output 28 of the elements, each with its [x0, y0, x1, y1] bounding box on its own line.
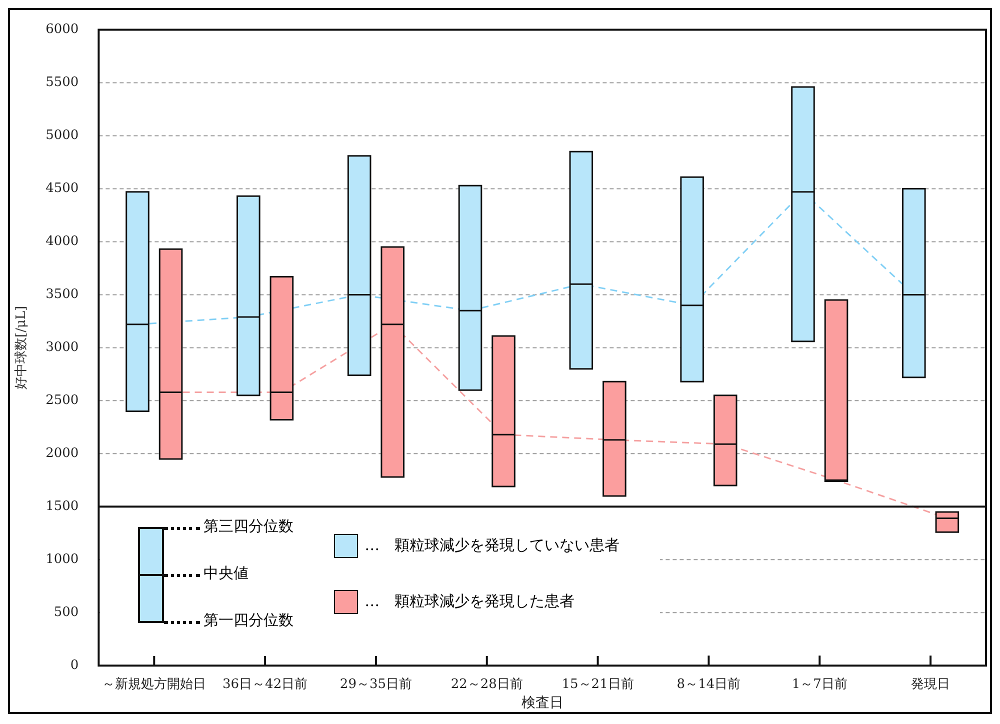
x-tick-label: ～新規処方開始日 [102, 676, 206, 692]
annotation: 中央値 [204, 564, 249, 583]
y-tick-label: 2000 [46, 446, 79, 462]
y-tick-label: 4000 [46, 234, 79, 250]
x-tick-label: 22～28日前 [450, 676, 523, 692]
y-tick-label: 500 [54, 604, 79, 620]
y-tick-label: 4500 [46, 181, 79, 196]
y-tick-label: 2500 [46, 393, 79, 408]
x-tick-label: 1～7日前 [792, 676, 848, 692]
y-tick-label: 6000 [46, 22, 79, 38]
y-tick-label: 1500 [46, 499, 79, 514]
x-tick-label: 発現日 [911, 676, 950, 692]
y-tick-label: 1000 [46, 552, 79, 568]
x-tick-label: 29～35日前 [340, 676, 412, 692]
x-tick-label: 8～14日前 [676, 676, 741, 692]
legend-label: … 顆粒球減少を発現した患者 [364, 592, 575, 612]
x-tick-label: 36日～42日前 [222, 676, 308, 692]
x-tick-label: 15～21日前 [562, 676, 634, 692]
y-tick-label: 5500 [46, 75, 79, 90]
y-tick-label: 0 [70, 658, 79, 673]
annotation: 第三四分位数 [204, 516, 294, 536]
x-axis-title: 検査日 [521, 695, 564, 712]
y-tick-label: 3500 [46, 287, 79, 302]
legend-label: … 顆粒球減少を発現していない患者 [364, 536, 620, 556]
y-axis-title: 好中球数[/μL] [14, 306, 30, 390]
y-tick-label: 3000 [46, 340, 79, 356]
annotation: 第一四分位数 [204, 610, 294, 630]
y-tick-label: 5000 [46, 128, 79, 144]
